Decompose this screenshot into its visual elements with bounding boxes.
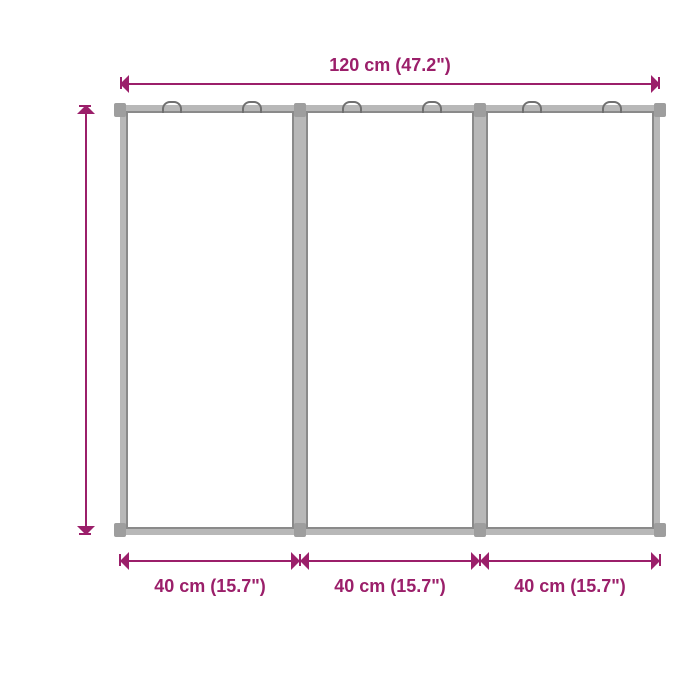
dimension-diagram: 120 cm (47.2") 100 cm (39.4") 40 cm (15.… (0, 0, 700, 700)
dimension-arrow-up (77, 105, 95, 114)
dimension-line-left (85, 105, 87, 535)
frame-corner (294, 523, 306, 537)
panel-left (120, 105, 300, 535)
dimension-arrow-right (471, 552, 480, 570)
dimension-arrow-right (651, 75, 660, 93)
frame-corner (114, 103, 126, 117)
frame-corner (294, 103, 306, 117)
dimension-label-panel-c: 40 cm (15.7") (480, 576, 660, 597)
hanger-icon (422, 101, 442, 113)
hanger-icon (342, 101, 362, 113)
dimension-line-top (120, 83, 660, 85)
frame-corner (474, 523, 486, 537)
hanger-icon (242, 101, 262, 113)
dimension-line-bottom (120, 560, 660, 562)
dimension-arrow-right (291, 552, 300, 570)
dimension-arrow-left (480, 552, 489, 570)
dimension-arrow-left (120, 75, 129, 93)
dimension-arrow-left (300, 552, 309, 570)
dimension-label-panel-a: 40 cm (15.7") (120, 576, 300, 597)
frame-corner (654, 523, 666, 537)
hanger-icon (602, 101, 622, 113)
hanger-icon (162, 101, 182, 113)
panel-right (480, 105, 660, 535)
dimension-label-total-width: 120 cm (47.2") (290, 55, 490, 76)
dimension-label-panel-b: 40 cm (15.7") (300, 576, 480, 597)
hanger-icon (522, 101, 542, 113)
frame-corner (474, 103, 486, 117)
dimension-arrow-right (651, 552, 660, 570)
panel-center (300, 105, 480, 535)
dimension-arrow-left (120, 552, 129, 570)
dimension-arrow-down (77, 526, 95, 535)
frame-corner (654, 103, 666, 117)
frame-corner (114, 523, 126, 537)
